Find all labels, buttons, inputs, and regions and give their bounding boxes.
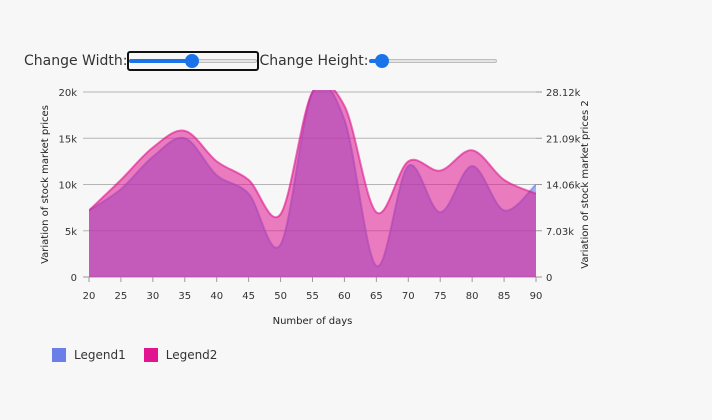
- y-left-tick-label: 20k: [58, 88, 77, 99]
- y-left-tick-label: 15k: [58, 134, 77, 145]
- y-right-tick-label: 7.03k: [546, 227, 574, 238]
- x-tick-label: 45: [242, 291, 255, 302]
- x-tick-label: 40: [210, 291, 223, 302]
- x-axis-title: Number of days: [273, 316, 353, 327]
- x-tick-label: 35: [178, 291, 191, 302]
- legend-item-2[interactable]: Legend2: [143, 348, 218, 362]
- y-left-tick-label: 5k: [65, 227, 77, 238]
- width-slider-fill: [129, 59, 193, 63]
- x-tick-label: 65: [370, 291, 383, 302]
- legend-label-1: Legend1: [74, 348, 126, 362]
- y-left-tick-label: 0: [71, 273, 77, 284]
- chart-legend: Legend1 Legend2: [52, 348, 235, 362]
- y-right-tick-label: 21.09k: [546, 134, 581, 145]
- x-tick-label: 30: [146, 291, 159, 302]
- x-tick-label: 20: [83, 291, 96, 302]
- legend-label-2: Legend2: [165, 348, 218, 362]
- x-tick-label: 85: [498, 291, 511, 302]
- width-slider-thumb[interactable]: [185, 54, 200, 68]
- x-tick-label: 55: [306, 291, 319, 302]
- height-slider-thumb[interactable]: [374, 54, 389, 68]
- y-right-axis-title: Variation of stock market prices 2: [580, 100, 591, 268]
- x-tick-label: 80: [466, 291, 479, 302]
- y-right-tick-label: 28.12k: [546, 88, 581, 99]
- x-tick-label: 60: [338, 291, 351, 302]
- y-right-tick-label: 14.06k: [546, 181, 581, 192]
- series-2-area: [89, 90, 536, 277]
- y-left-tick-label: 10k: [58, 181, 77, 192]
- legend-swatch-2: [143, 348, 158, 362]
- y-right-tick-label: 0: [546, 273, 552, 284]
- height-slider[interactable]: [368, 53, 497, 69]
- x-tick-label: 50: [274, 291, 287, 302]
- change-width-label: Change Width:: [24, 53, 128, 69]
- legend-item-1[interactable]: Legend1: [52, 348, 126, 362]
- series-2-line: [89, 90, 536, 219]
- change-height-label: Change Height:: [259, 53, 369, 69]
- x-tick-label: 90: [530, 291, 543, 302]
- x-tick-label: 75: [434, 291, 447, 302]
- x-tick-label: 25: [115, 291, 128, 302]
- width-slider[interactable]: [127, 51, 260, 71]
- x-tick-label: 70: [402, 291, 415, 302]
- y-left-axis-title: Variation of stock market prices: [40, 105, 51, 264]
- legend-swatch-1: [52, 348, 66, 362]
- chart-size-controls: Change Width: Change Height:: [24, 50, 497, 72]
